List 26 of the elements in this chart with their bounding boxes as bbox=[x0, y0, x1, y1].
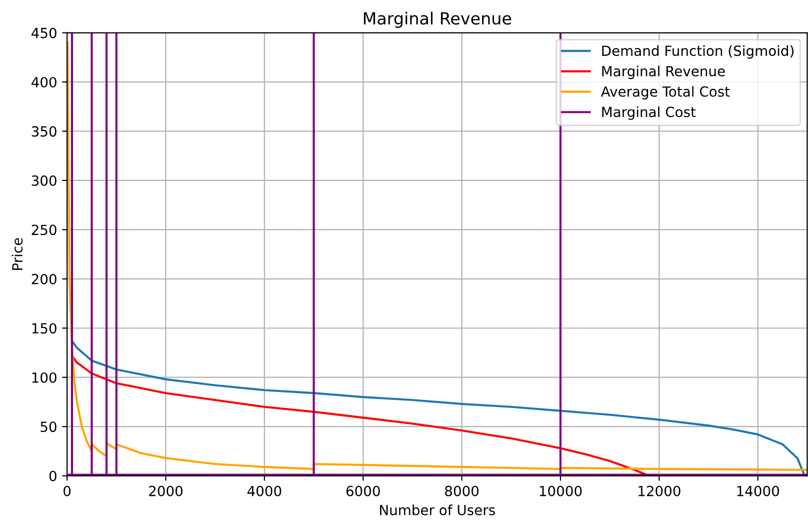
y-tick-label: 200 bbox=[32, 274, 56, 284]
x-tick-label: 10000 bbox=[540, 486, 582, 496]
y-tick-label: 50 bbox=[40, 422, 56, 432]
x-tick-label: 12000 bbox=[638, 486, 680, 496]
y-tick-label: 350 bbox=[32, 126, 56, 137]
y-axis-title: Price bbox=[12, 238, 23, 270]
x-tick-label: 14000 bbox=[737, 486, 780, 496]
y-tick-label: 250 bbox=[32, 224, 56, 236]
y-tick-label: 0 bbox=[49, 470, 56, 482]
line-series bbox=[70, 340, 806, 476]
x-tick-label: 8000 bbox=[445, 486, 479, 496]
legend-label: Marginal Revenue bbox=[602, 66, 725, 80]
y-tick-label: 450 bbox=[32, 28, 56, 38]
chart-title: Marginal Revenue bbox=[364, 12, 512, 28]
legend-label: Average Total Cost bbox=[600, 86, 730, 100]
x-axis-title: Number of Users bbox=[380, 504, 495, 516]
y-tick-label: 400 bbox=[32, 76, 56, 88]
legend-label: Marginal Cost bbox=[602, 106, 696, 120]
y-tick-label: 300 bbox=[32, 175, 56, 186]
x-tick-label: 0 bbox=[64, 486, 71, 496]
x-tick-label: 2000 bbox=[149, 486, 182, 496]
y-tick-label: 150 bbox=[32, 323, 56, 334]
legend-label: Demand Function (Sigmoid) bbox=[602, 45, 794, 59]
x-tick-label: 4000 bbox=[247, 486, 282, 496]
y-tick-label: 100 bbox=[32, 372, 56, 383]
x-tick-label: 6000 bbox=[346, 486, 380, 496]
